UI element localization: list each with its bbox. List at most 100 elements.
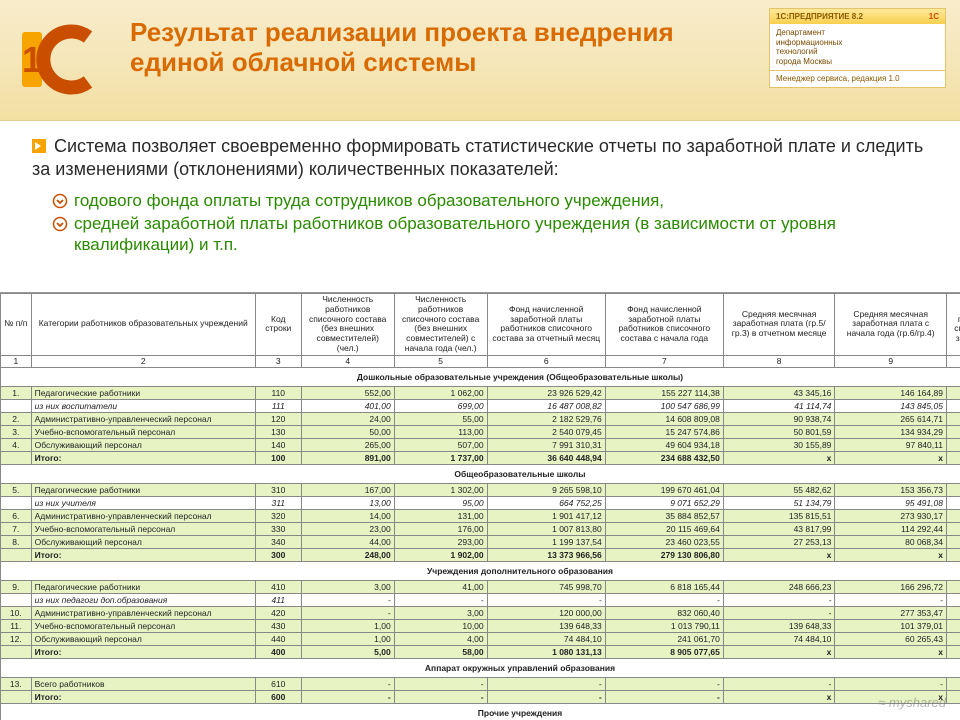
table-row: 9.Педагогические работники4103,0041,0074… [1,581,960,594]
section-cell: Аппарат окружных управлений образования [1,659,960,678]
cell: 401,00 [301,400,394,413]
cell: 14 [946,426,960,439]
cell: 2 182 529,76 [487,413,605,426]
cell: 95 491,08 [835,497,947,510]
cell: 600 [255,691,301,704]
logo-small-icon: 1C [929,12,939,21]
cell: 43 345,16 [723,387,835,400]
cell: Педагогические работники [31,581,255,594]
col-fund-ytd: Фонд начисленной заработной платы работн… [605,294,723,356]
cell: 140 [255,439,301,452]
intro-text: Система позволяет своевременно формирова… [32,136,923,179]
section-cell: Общеобразовательные школы [1,465,960,484]
cell: x [835,549,947,562]
table-row: из них учителя31113,0095,00664 752,259 0… [1,497,960,510]
cell: 95,00 [394,497,487,510]
cell: 3,00 [301,581,394,594]
cell: 6. [1,510,32,523]
cell: 90 938,74 [723,413,835,426]
table-row: 6.Административно-управленческий персона… [1,510,960,523]
cell [1,497,32,510]
cell: - [605,678,723,691]
cell: 248,00 [301,549,394,562]
colnum-cell: 4 [301,355,394,368]
cell: 101 379,01 [835,620,947,633]
table-header-num-row: 1 2 3 4 5 6 7 8 9 [1,355,960,368]
colnum-cell: 9 [835,355,947,368]
cell: 311 [255,497,301,510]
cell: 12. [1,633,32,646]
cell: 5 [946,510,960,523]
table-row: Итого:100891,001 737,0036 640 448,94234 … [1,452,960,465]
table-row: из них педагоги доп.образования411------ [1,594,960,607]
table-row: 4.Обслуживающий персонал140265,00507,007… [1,439,960,452]
cell: 11. [1,620,32,633]
cell [946,620,960,633]
cell: 120 [255,413,301,426]
cell: 410 [255,581,301,594]
cell [946,594,960,607]
cell: 80 068,34 [835,536,947,549]
colnum-cell: 1 [1,355,32,368]
colnum-cell: 6 [487,355,605,368]
cell: Всего работников [31,678,255,691]
header: 1 Результат реализации проекта внедрения… [0,0,960,121]
cell: - [835,678,947,691]
cell: 330 [255,523,301,536]
cell: - [301,594,394,607]
intro-paragraph: Система позволяет своевременно формирова… [32,135,928,182]
cell: 2. [1,413,32,426]
cell: - [487,594,605,607]
chevron-down-icon [52,216,68,232]
cell: 3,00 [394,607,487,620]
cell: 16 487 008,82 [487,400,605,413]
cell: 35 884 852,57 [605,510,723,523]
cell: 320 [255,510,301,523]
bullet-text: средней заработной платы работников обра… [74,213,928,256]
cell: 8. [1,536,32,549]
cell: Обслуживающий персонал [31,536,255,549]
cell: 143 845,05 [835,400,947,413]
cell: 248 666,23 [723,581,835,594]
bullet-square-icon [32,139,46,153]
report-table-wrap: № п/п Категории работников образовательн… [0,292,960,720]
cell: - [723,678,835,691]
cell: из них воспитатели [31,400,255,413]
cell: x [723,452,835,465]
cell: x [946,646,960,659]
cell [1,691,32,704]
cell [1,400,32,413]
cell: 9 265 598,10 [487,484,605,497]
cell: 15 247 574,86 [605,426,723,439]
section-cell: Прочие учреждения [1,704,960,720]
table-header-row: № п/п Категории работников образовательн… [1,294,960,356]
cell: 10,00 [394,620,487,633]
cell: - [487,691,605,704]
col-count: Численность работников списочного состав… [301,294,394,356]
cell: Обслуживающий персонал [31,439,255,452]
cell: из них учителя [31,497,255,510]
colnum-cell [946,355,960,368]
cell: 131,00 [394,510,487,523]
cell: 552,00 [301,387,394,400]
cell: 120 000,00 [487,607,605,620]
cell: - [394,594,487,607]
cell: 113,00 [394,426,487,439]
cell: 1 302,00 [394,484,487,497]
cell: 610 [255,678,301,691]
cell: 4. [1,439,32,452]
colnum-cell: 8 [723,355,835,368]
cell: x [946,691,960,704]
cell: 430 [255,620,301,633]
cell: - [301,678,394,691]
table-row: 11.Учебно-вспомогательный персонал4301,0… [1,620,960,633]
slide-title: Результат реализации проекта внедрения е… [130,18,740,78]
cell: 139 648,33 [487,620,605,633]
cell: 400 [255,646,301,659]
cell: 55,00 [394,413,487,426]
table-row: 13.Всего работников610------ [1,678,960,691]
cell: 6 818 165,44 [605,581,723,594]
cell: 9 071 652,29 [605,497,723,510]
cell: - [394,691,487,704]
table-row: 5.Педагогические работники310167,001 302… [1,484,960,497]
